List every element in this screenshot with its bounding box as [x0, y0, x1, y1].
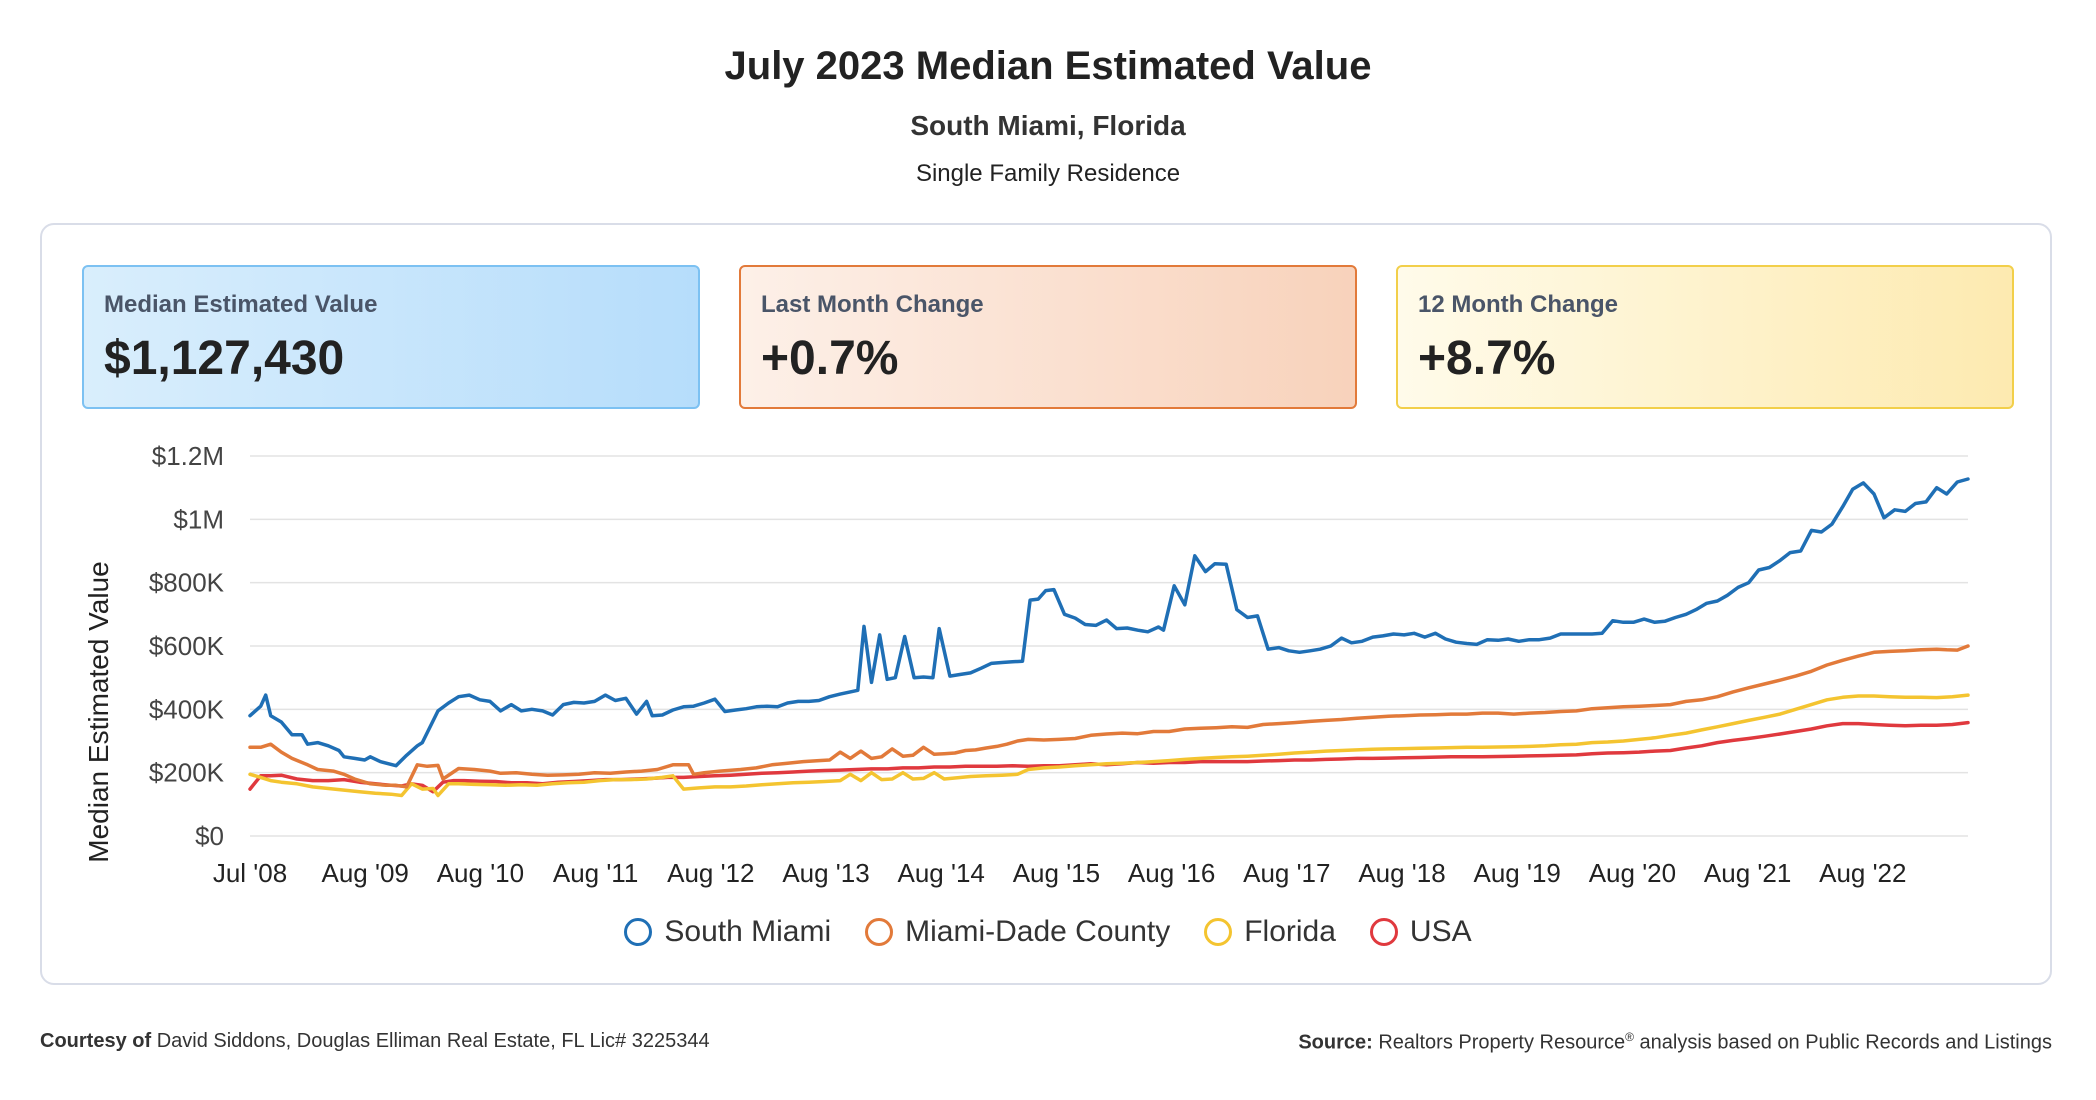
x-tick-label: Aug '09	[322, 858, 409, 888]
median-value-label: Median Estimated Value	[104, 291, 378, 318]
chart-title: July 2023 Median Estimated Value	[724, 44, 1372, 88]
x-tick-label: Aug '15	[1013, 858, 1100, 888]
legend-label-south-miami: South Miami	[664, 915, 832, 948]
x-tick-label: Aug '19	[1474, 858, 1561, 888]
x-tick-label: Aug '20	[1589, 858, 1676, 888]
last-month-change-card: Last Month Change +0.7%	[739, 265, 1357, 409]
source-label: Source:	[1298, 1031, 1373, 1054]
legend-marker-miami-dade	[865, 918, 894, 946]
median-value: $1,127,430	[104, 332, 345, 385]
y-axis-ticks: $0 $200K $400K $600K $800K $1M $1.2M	[149, 441, 225, 851]
twelve-month-change-value: +8.7%	[1418, 332, 1556, 385]
y-tick-label: $800K	[149, 568, 225, 598]
y-axis-label: Median Estimated Value	[83, 561, 114, 862]
legend-marker-south-miami	[624, 918, 653, 946]
legend-item-usa[interactable]: USA	[1369, 915, 1472, 949]
courtesy-text: David Siddons, Douglas Elliman Real Esta…	[156, 1030, 710, 1052]
legend-item-miami-dade[interactable]: Miami-Dade County	[865, 915, 1170, 949]
series-line-florida[interactable]	[248, 693, 1970, 798]
registered-mark: ®	[1625, 1030, 1634, 1044]
y-tick-label: $0	[195, 821, 224, 851]
legend-label-florida: Florida	[1244, 915, 1336, 948]
gridlines	[250, 455, 1968, 837]
y-tick-label: $400K	[149, 694, 225, 724]
source-text-2: analysis based on Public Records and Lis…	[1633, 1031, 2052, 1054]
y-tick-label: $200K	[149, 758, 225, 788]
x-tick-label: Aug '13	[782, 858, 869, 888]
x-tick-label: Jul '08	[213, 858, 287, 888]
y-tick-label: $1.2M	[152, 441, 224, 471]
legend-label-usa: USA	[1409, 915, 1472, 948]
x-tick-label: Aug '11	[553, 858, 638, 888]
legend-label-miami-dade: Miami-Dade County	[905, 915, 1171, 948]
property-type-subtitle: Single Family Residence	[915, 160, 1181, 187]
x-tick-label: Aug '17	[1243, 858, 1330, 888]
source-text-1: Realtors Property Resource	[1378, 1031, 1626, 1054]
last-month-change-value: +0.7%	[761, 332, 899, 385]
legend-item-south-miami[interactable]: South Miami	[624, 915, 831, 949]
courtesy-label: Courtesy of	[40, 1030, 152, 1052]
series-line-miami-dade-county[interactable]	[248, 644, 1970, 789]
y-tick-label: $1M	[173, 504, 224, 534]
twelve-month-change-label: 12 Month Change	[1418, 291, 1619, 318]
x-axis-ticks: Jul '08 Aug '09 Aug '10 Aug '11 Aug '12 Aug '…	[213, 858, 1907, 888]
legend-marker-usa	[1369, 918, 1398, 946]
x-tick-label: Aug '22	[1819, 858, 1906, 888]
x-tick-label: Aug '10	[437, 858, 524, 888]
chart-legend: South Miami Miami-Dade County Florida US…	[0, 915, 2096, 949]
x-tick-label: Aug '21	[1704, 858, 1791, 888]
median-value-card: Median Estimated Value $1,127,430	[82, 265, 700, 409]
location-subtitle: South Miami, Florida	[910, 110, 1186, 141]
x-tick-label: Aug '18	[1358, 858, 1445, 888]
legend-item-florida[interactable]: Florida	[1204, 915, 1336, 949]
y-tick-label: $600K	[149, 631, 225, 661]
x-tick-label: Aug '14	[898, 858, 985, 888]
twelve-month-change-card: 12 Month Change +8.7%	[1396, 265, 2014, 409]
courtesy-footer: Courtesy of David Siddons, Douglas Ellim…	[40, 1030, 710, 1053]
series-line-south-miami[interactable]	[248, 477, 1970, 768]
last-month-change-label: Last Month Change	[761, 291, 984, 318]
x-tick-label: Aug '16	[1128, 858, 1215, 888]
series-lines	[248, 477, 1970, 798]
source-footer: Source: Realtors Property Resource® anal…	[1298, 1030, 2052, 1055]
legend-marker-florida	[1204, 918, 1233, 946]
x-tick-label: Aug '12	[667, 858, 754, 888]
